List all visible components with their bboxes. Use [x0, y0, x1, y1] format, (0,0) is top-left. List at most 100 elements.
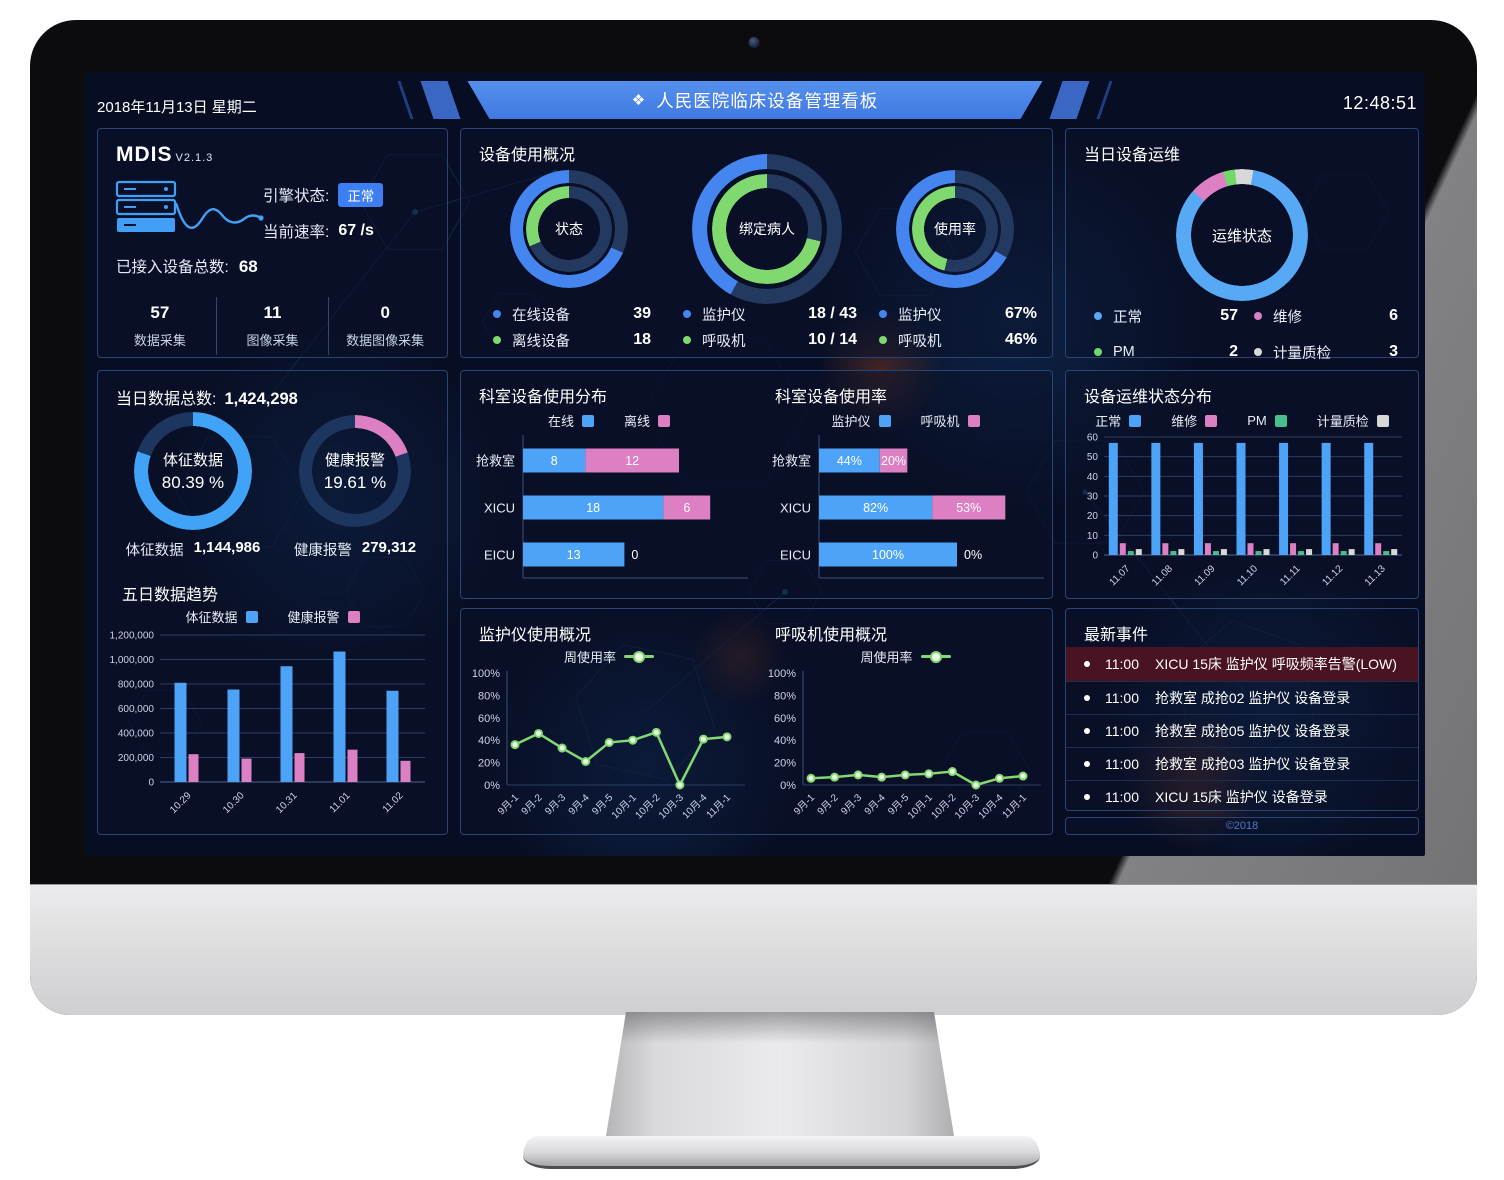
y-tick-label: 0 — [1092, 551, 1098, 562]
banner-stripe-left-outer — [398, 81, 414, 119]
bar — [1263, 549, 1270, 555]
data-point — [853, 770, 863, 780]
vital-donut-label: 体征数据 80.39 % — [161, 452, 225, 492]
y-tick-label: 10 — [1087, 531, 1099, 542]
stat-column: 0 数据图像采集 — [328, 297, 441, 355]
bar-segment — [819, 448, 880, 473]
x-tick-label: 11.02 — [381, 790, 406, 815]
legend-value: 46% — [1004, 331, 1037, 348]
mdis-version: V2.1.3 — [175, 152, 214, 164]
bar — [1321, 442, 1331, 555]
legend-item: 呼吸机 10 / 14 — [683, 327, 863, 353]
dept-rate-bars: 抢救室 44% 20% XICU 82% 53% EICU 100% 0% — [772, 435, 1044, 579]
data-point — [604, 737, 614, 747]
legend-item: 监护仪 — [831, 411, 891, 430]
bar-value: 8 — [551, 454, 558, 468]
panel-latest-events: 最新事件 11:00 XICU 15床 监护仪 呼吸频率告警(LOW) 11:00 抢… — [1065, 608, 1419, 811]
event-list: 11:00 XICU 15床 监护仪 呼吸频率告警(LOW) 11:00 抢救室 成抢… — [1066, 647, 1418, 813]
x-tick-label: 9月-2 — [519, 791, 545, 817]
legend-value: 6 — [1389, 307, 1398, 324]
dept-distribution-legend: 在线 离线 — [461, 411, 757, 430]
monitor-chin — [30, 884, 1477, 1015]
x-tick-label: 10.30 — [221, 790, 247, 816]
x-tick-label: 10月-1 — [905, 791, 935, 821]
event-text: 抢救室 成抢02 监护仪 设备登录 — [1155, 690, 1351, 706]
bar — [1348, 549, 1355, 555]
monitor-usage-chart: 监护仪使用概况 周使用率 0% 20% 40% 60% 80% 100% 9月-1 9月-2 9… — [461, 609, 757, 834]
monitor-stand-neck — [605, 1012, 955, 1142]
donut-group-alarm: 健康报警 19.61 % 健康报警 279,312 — [276, 371, 434, 834]
legend-value: 2 — [1229, 343, 1238, 360]
bar — [1375, 543, 1382, 555]
five-day-legend: 体征数据 健康报警 — [98, 607, 447, 626]
bar — [1108, 442, 1118, 555]
panel-maintenance-distribution: 设备运维状态分布 正常 维修 PM 计量质检 0 10 20 30 40 50 60 11.07 11… — [1065, 370, 1419, 599]
legend-value: 3 — [1389, 343, 1398, 360]
event-time: 11:00 — [1105, 656, 1139, 672]
event-text: 抢救室 成抢03 监护仪 设备登录 — [1155, 756, 1351, 772]
legend-line-dot — [920, 655, 951, 658]
title-banner: ❖ 人民医院临床设备管理看板 — [398, 81, 1113, 119]
bound-donut-label: 绑定病人 — [739, 221, 795, 237]
legend-item: 正常 57 — [1094, 303, 1244, 329]
y-tick-label: 0 — [148, 778, 154, 789]
bar — [1170, 551, 1177, 555]
data-point — [994, 773, 1004, 783]
maintenance-legend: 正常 57 维修 6 PM 2 计量质检 3 — [1094, 303, 1404, 365]
dept-rate-chart: 科室设备使用率 监护仪 呼吸机 抢救室 44% 20% XICU 82% 53% EICU 10… — [757, 371, 1054, 598]
donut-group-usage-rate: 使用率 监护仪 67% 呼吸机 46% — [865, 129, 1045, 357]
panel-footer: ©2018 — [1065, 817, 1419, 835]
bar-value: 82% — [863, 501, 888, 515]
legend-dot — [879, 310, 887, 318]
legend-item: 正常 — [1095, 411, 1142, 430]
rate-inner-ring — [912, 186, 998, 272]
donut-group-bound-patients: 绑定病人 监护仪 18 / 43 呼吸机 10 / 14 — [669, 129, 865, 357]
event-row-alert: 11:00 XICU 15床 监护仪 呼吸频率告警(LOW) — [1066, 647, 1418, 681]
legend-dot — [683, 336, 691, 344]
x-tick-label: 11.13 — [1363, 563, 1388, 588]
legend-dot — [1094, 312, 1102, 320]
y-tick-label: 20 — [1087, 511, 1099, 522]
page-title-text: 人民医院临床设备管理看板 — [656, 90, 879, 111]
legend-item: 维修 — [1171, 411, 1218, 430]
bar — [1151, 442, 1161, 555]
legend-value: 57 — [1220, 307, 1238, 324]
legend-swatch — [878, 414, 891, 427]
bar — [333, 651, 346, 782]
panel-title: 设备使用概况 — [479, 147, 576, 164]
x-tick-label: 9月-3 — [542, 791, 568, 817]
legend-label: 在线设备 — [512, 307, 570, 324]
legend-value: 18 / 43 — [808, 305, 857, 322]
maintenance-donut-label: 运维状态 — [1211, 227, 1272, 245]
acquisition-stats: 57 数据采集 11 图像采集 0 数据图像采集 — [104, 297, 441, 355]
bar — [1127, 551, 1134, 555]
data-point — [557, 743, 567, 753]
chart-title: 监护仪使用概况 — [479, 627, 592, 644]
bar — [400, 760, 411, 782]
bar-value: 0% — [964, 548, 982, 562]
legend-value: 39 — [633, 305, 651, 322]
y-tick-label: 100% — [472, 668, 500, 680]
maintenance-distribution-bars: 0 10 20 30 40 50 60 11.07 11.08 11.09 11.10 11.11 11… — [1087, 433, 1402, 588]
bar — [1391, 549, 1398, 555]
legend-label: PM — [1247, 413, 1267, 428]
usage-line — [514, 731, 728, 787]
data-point — [581, 756, 591, 766]
category-label: XICU — [484, 501, 515, 516]
stat-value: 57 — [150, 303, 170, 322]
chart-title: 呼吸机使用概况 — [775, 627, 888, 644]
bar — [1236, 442, 1246, 555]
current-rate-label: 当前速率: — [263, 224, 330, 241]
bar-segment — [585, 448, 679, 473]
data-point — [651, 727, 661, 737]
bar — [241, 758, 252, 782]
data-point — [806, 773, 816, 783]
legend-label: 正常 — [1095, 414, 1122, 429]
stat-value: 0 — [380, 303, 390, 322]
legend-label: 体征数据 — [185, 610, 238, 625]
bound-legend: 监护仪 18 / 43 呼吸机 10 / 14 — [683, 301, 863, 353]
data-point — [722, 732, 732, 742]
bar — [1193, 442, 1203, 555]
event-time: 11:00 — [1105, 723, 1139, 739]
bar-value: 53% — [956, 501, 981, 515]
